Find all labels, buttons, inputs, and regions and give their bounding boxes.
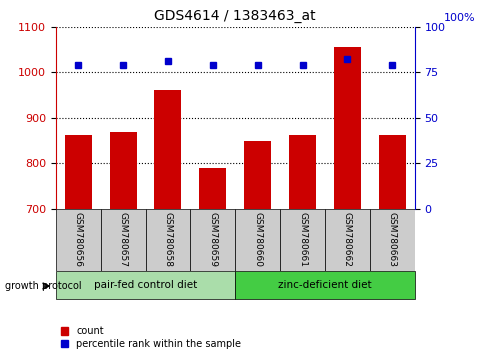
FancyBboxPatch shape (145, 209, 190, 271)
Text: GSM780657: GSM780657 (118, 212, 127, 267)
Text: GSM780656: GSM780656 (74, 212, 83, 267)
Text: GSM780659: GSM780659 (208, 212, 217, 267)
FancyBboxPatch shape (324, 209, 369, 271)
Text: GSM780658: GSM780658 (163, 212, 172, 267)
Legend: count, percentile rank within the sample: count, percentile rank within the sample (60, 326, 241, 349)
Bar (288, 135, 316, 209)
Bar (378, 135, 405, 209)
Title: GDS4614 / 1383463_at: GDS4614 / 1383463_at (154, 9, 316, 23)
Text: 100%: 100% (442, 13, 474, 23)
FancyBboxPatch shape (280, 209, 324, 271)
FancyBboxPatch shape (190, 209, 235, 271)
Text: GSM780661: GSM780661 (297, 212, 306, 267)
FancyBboxPatch shape (56, 209, 101, 271)
Text: pair-fed control diet: pair-fed control diet (94, 280, 197, 290)
Text: growth protocol: growth protocol (5, 281, 81, 291)
Text: GSM780660: GSM780660 (253, 212, 262, 267)
FancyBboxPatch shape (235, 271, 414, 299)
Text: GSM780663: GSM780663 (387, 212, 396, 267)
Text: zinc-deficient diet: zinc-deficient diet (277, 280, 371, 290)
Bar (199, 168, 226, 209)
Bar (109, 132, 136, 209)
FancyBboxPatch shape (56, 271, 235, 299)
Bar (65, 135, 91, 209)
Bar (243, 141, 271, 209)
Bar (154, 90, 181, 209)
Text: GSM780662: GSM780662 (342, 212, 351, 267)
FancyBboxPatch shape (369, 209, 414, 271)
FancyBboxPatch shape (101, 209, 145, 271)
Bar (333, 47, 360, 209)
FancyBboxPatch shape (235, 209, 280, 271)
